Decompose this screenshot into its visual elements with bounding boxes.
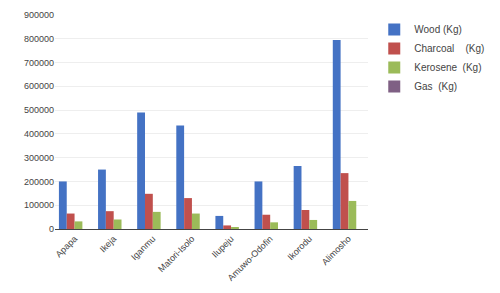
svg-text:Wood (Kg): Wood (Kg) (414, 24, 462, 35)
svg-text:100000: 100000 (24, 200, 54, 210)
svg-text:Matori-Isolo: Matori-Isolo (156, 234, 196, 274)
svg-text:700000: 700000 (24, 58, 54, 68)
svg-text:900000: 900000 (24, 10, 54, 20)
svg-text:500000: 500000 (24, 105, 54, 115)
svg-text:Ikeja: Ikeja (98, 234, 119, 255)
svg-text:Alimosho: Alimosho (320, 234, 353, 267)
svg-text:0: 0 (49, 224, 54, 234)
svg-text:600000: 600000 (24, 81, 54, 91)
svg-text:800000: 800000 (24, 34, 54, 44)
svg-text:400000: 400000 (24, 129, 54, 139)
svg-text:Ilupeju: Ilupeju (210, 234, 236, 260)
svg-text:Kerosene (Kg): Kerosene (Kg) (414, 62, 481, 73)
svg-text:Apapa: Apapa (54, 234, 79, 259)
svg-text:200000: 200000 (24, 177, 54, 187)
svg-text:Charcoal (Kg): Charcoal (Kg) (414, 43, 484, 54)
svg-text:Gas (Kg): Gas (Kg) (414, 81, 457, 92)
svg-text:300000: 300000 (24, 153, 54, 163)
svg-text:Ikorodu: Ikorodu (286, 234, 314, 262)
svg-text:Iganmu: Iganmu (129, 234, 157, 262)
svg-text:Amuwo-Odofin: Amuwo-Odofin (226, 234, 275, 283)
